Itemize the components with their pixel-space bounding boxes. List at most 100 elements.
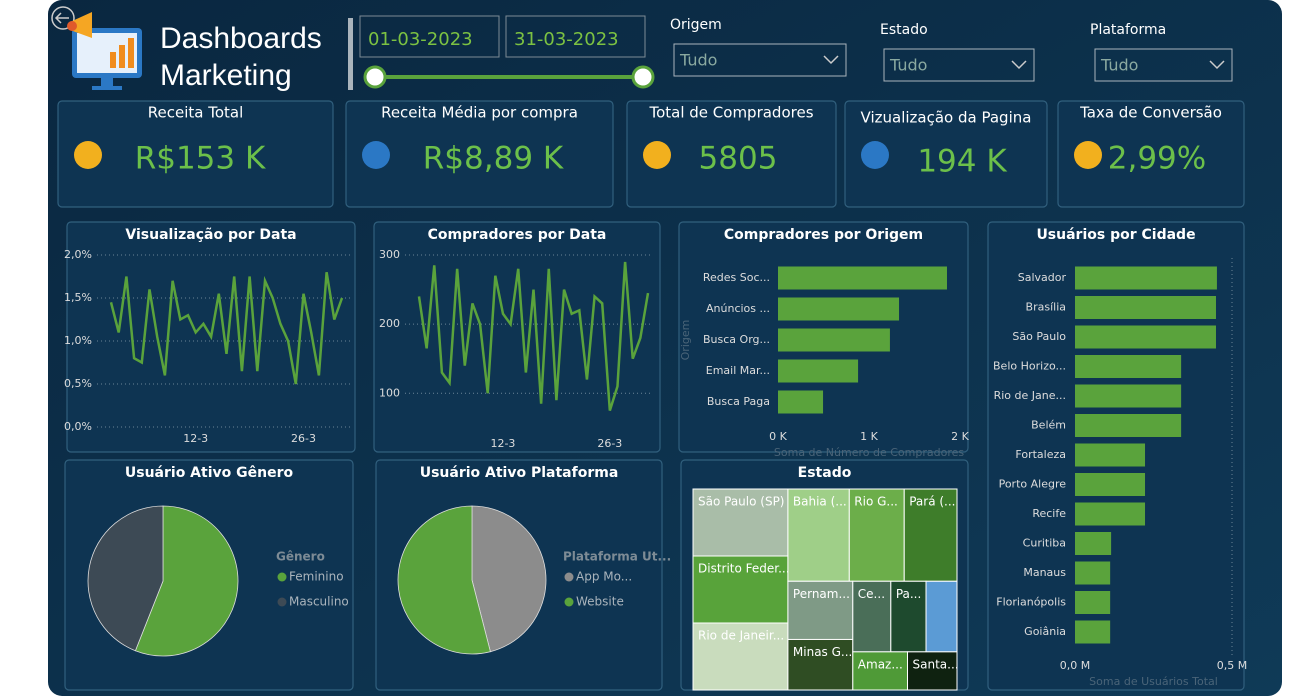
treemap-tile bbox=[692, 488, 789, 557]
dropdown-arrow bbox=[823, 55, 839, 65]
treemap-tile bbox=[692, 622, 789, 691]
bar bbox=[1075, 532, 1112, 555]
category-label: Manaus bbox=[1023, 566, 1066, 579]
legend-marker bbox=[564, 597, 574, 607]
category-label: Fortaleza bbox=[1015, 448, 1066, 461]
dropdown[interactable] bbox=[883, 48, 1035, 82]
treemap-tile bbox=[852, 580, 892, 653]
treemap-tile bbox=[907, 651, 958, 691]
card bbox=[626, 100, 837, 208]
pie-slice bbox=[134, 505, 239, 657]
x-tick-label: 0,5 M bbox=[1217, 659, 1247, 672]
legend-label: Masculino bbox=[289, 595, 349, 609]
category-label: Belém bbox=[1031, 419, 1066, 432]
title: Marketing bbox=[160, 59, 292, 92]
bar bbox=[778, 390, 824, 414]
bar bbox=[1075, 325, 1216, 349]
dropdown[interactable] bbox=[673, 43, 847, 77]
slider-handle[interactable] bbox=[631, 65, 655, 89]
kpi-value: R$8,89 K bbox=[423, 141, 564, 177]
legend-label: App Mo... bbox=[576, 570, 632, 584]
treemap-tile bbox=[848, 488, 905, 582]
y-tick-label: 0,0% bbox=[64, 420, 92, 433]
tile-label: Rio G... bbox=[854, 495, 898, 509]
kpi-icon bbox=[362, 141, 390, 169]
category-label: Porto Alegre bbox=[999, 478, 1067, 491]
chart-title: Compradores por Data bbox=[428, 227, 607, 243]
pie-slice bbox=[397, 505, 491, 655]
kpi-icon bbox=[74, 141, 102, 169]
date-start: 01-03-2023 bbox=[368, 29, 473, 50]
category-label: Florianópolis bbox=[996, 596, 1066, 609]
chart-title: Usuário Ativo Gênero bbox=[125, 465, 294, 481]
bar bbox=[1075, 355, 1182, 378]
bar bbox=[1075, 443, 1146, 467]
chart-title: Compradores por Origem bbox=[724, 227, 923, 243]
card bbox=[1057, 100, 1245, 208]
slider-handle[interactable] bbox=[363, 65, 387, 89]
y-tick-label: 1,5% bbox=[64, 291, 92, 304]
dropdown-label: Plataforma bbox=[1090, 22, 1166, 38]
treemap-tile bbox=[925, 580, 958, 653]
category-label: Email Mar... bbox=[706, 364, 770, 377]
x-tick-label: 0 K bbox=[769, 430, 787, 443]
category-label: Curitiba bbox=[1023, 537, 1066, 550]
dropdown-arrow bbox=[1209, 60, 1225, 70]
kpi-label: Receita Total bbox=[148, 104, 244, 122]
treemap-tile bbox=[787, 638, 854, 691]
legend-title: Plataforma Ut... bbox=[563, 550, 671, 564]
tile-label: Ce... bbox=[858, 587, 885, 601]
kpi-value: 194 K bbox=[917, 144, 1007, 180]
y-tick-label: 2,0% bbox=[64, 248, 92, 261]
pie-slice bbox=[471, 505, 547, 653]
title: Dashboards bbox=[160, 22, 322, 55]
tile-label: Minas G... bbox=[793, 645, 852, 659]
tile-label: Santa... bbox=[913, 657, 959, 671]
dropdown[interactable] bbox=[1094, 48, 1233, 82]
bar bbox=[1075, 296, 1216, 319]
kpi-label: Taxa de Conversão bbox=[1079, 104, 1222, 122]
date-end: 31-03-2023 bbox=[514, 29, 619, 50]
category-label: Busca Org... bbox=[703, 333, 770, 346]
x-tick-label: 12-3 bbox=[183, 432, 208, 445]
x-tick-label: 12-3 bbox=[490, 437, 515, 450]
date-box[interactable] bbox=[505, 15, 646, 58]
line bbox=[417, 261, 650, 411]
date-box[interactable] bbox=[359, 15, 500, 58]
bar bbox=[778, 297, 900, 321]
kpi-icon bbox=[1074, 141, 1102, 169]
card bbox=[844, 100, 1048, 208]
kpi-value: R$153 K bbox=[135, 141, 266, 177]
category-label: Anúncios ... bbox=[706, 302, 770, 315]
bar bbox=[1075, 591, 1111, 614]
category-label: Busca Paga bbox=[707, 395, 770, 408]
tile-label: Pernam... bbox=[793, 587, 850, 601]
bar bbox=[1075, 473, 1146, 496]
kpi-icon bbox=[861, 141, 889, 169]
y-tick-label: 300 bbox=[379, 248, 400, 261]
back-button[interactable] bbox=[51, 6, 75, 30]
pie-slice bbox=[87, 505, 164, 652]
card bbox=[57, 100, 334, 208]
bar bbox=[1075, 266, 1217, 290]
y-tick-label: 0,5% bbox=[64, 377, 92, 390]
treemap-tile bbox=[787, 488, 850, 582]
dropdown-value: Tudo bbox=[679, 51, 717, 70]
x-tick-label: 26-3 bbox=[597, 437, 622, 450]
category-label: Redes Soc... bbox=[703, 271, 770, 284]
y-tick-label: 1,0% bbox=[64, 334, 92, 347]
card bbox=[373, 221, 661, 453]
dropdown-value: Tudo bbox=[1100, 56, 1138, 75]
x-tick-label: 26-3 bbox=[291, 432, 316, 445]
bar bbox=[1075, 414, 1182, 437]
treemap-tile bbox=[890, 580, 927, 653]
dropdown-arrow bbox=[1011, 60, 1027, 70]
category-label: Rio de Jane... bbox=[994, 389, 1066, 402]
dropdown-label: Estado bbox=[880, 22, 928, 38]
tile-label: Pa... bbox=[896, 587, 922, 601]
tile-label: Bahia (... bbox=[793, 495, 847, 509]
bar bbox=[778, 266, 947, 290]
treemap-tile bbox=[903, 488, 958, 582]
tile-label: Amaz... bbox=[858, 657, 903, 671]
tile-label: Distrito Feder... bbox=[698, 562, 790, 576]
